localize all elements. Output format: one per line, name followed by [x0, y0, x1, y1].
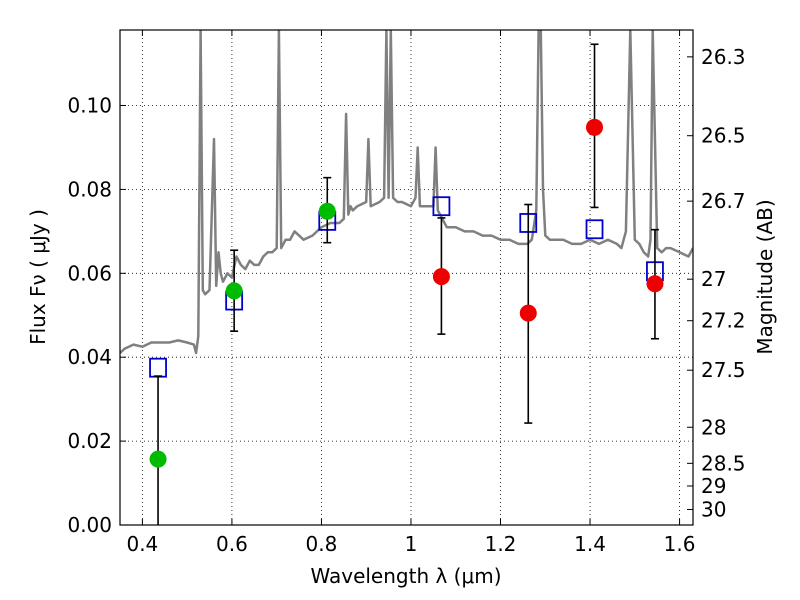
x-axis-title: Wavelength λ (μm): [310, 564, 501, 588]
right-tick-label: 26.7: [701, 189, 746, 213]
x-tick-label: 1.2: [485, 532, 517, 556]
error-bars: [149, 43, 664, 525]
right-tick-label: 27.5: [701, 358, 746, 382]
x-tick-label: 0.6: [216, 532, 248, 556]
photometry-point: [646, 275, 664, 293]
photometry-point: [149, 450, 167, 468]
right-tick-label: 28.5: [701, 451, 746, 475]
right-tick-label: 30: [701, 497, 726, 521]
y-tick-label: 0.00: [67, 513, 112, 537]
right-tick-label: 26.3: [701, 45, 746, 69]
y-tick-label: 0.04: [67, 345, 112, 369]
right-tick-label: 29: [701, 474, 726, 498]
spectrum-line: [120, 30, 693, 355]
plot-area: [120, 30, 693, 378]
x-tick-label: 0.4: [126, 532, 158, 556]
photometry-point: [586, 118, 604, 136]
plot-frame: [119, 29, 694, 526]
x-tick-label: 1.6: [664, 532, 696, 556]
photometry-point: [318, 202, 336, 220]
axis-ticks: 0.4 0.6 0.8 1 1.2 1.4 1.6 0.00 0.02 0.04 0.06 0.08 0…: [67, 30, 746, 556]
model-square-marker: [149, 357, 167, 378]
y-tick-label: 0.06: [67, 261, 112, 285]
grid-lines: [120, 30, 693, 526]
right-tick-label: 26.5: [701, 124, 746, 148]
x-tick-label: 0.8: [306, 532, 338, 556]
x-tick-label: 1: [405, 532, 418, 556]
model-square-marker: [585, 219, 604, 240]
model-square-marker: [432, 196, 451, 217]
photometry-point: [432, 268, 450, 286]
y-tick-label: 0.10: [67, 94, 112, 118]
photometry-point: [519, 304, 537, 322]
right-tick-label: 27: [701, 267, 726, 291]
x-tick-label: 1.4: [574, 532, 606, 556]
y-tick-label: 0.02: [67, 429, 112, 453]
photometry-point: [225, 282, 243, 300]
right-axis-title: Magnitude (AB): [753, 199, 777, 354]
right-tick-label: 28: [701, 415, 726, 439]
y-axis-title: Flux Fν ( μJy ): [26, 209, 50, 345]
right-tick-label: 27.2: [701, 309, 746, 333]
y-tick-label: 0.08: [67, 177, 112, 201]
